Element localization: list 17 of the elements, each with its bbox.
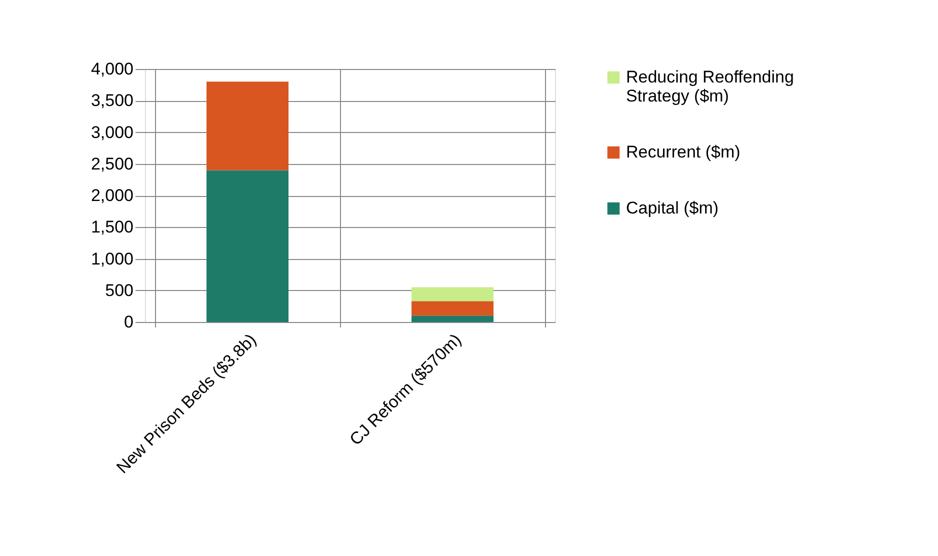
bar — [412, 287, 494, 302]
bar — [206, 82, 288, 170]
bar — [412, 316, 494, 322]
y-tick-label: 1,500 — [90, 218, 134, 237]
y-tick-label: 500 — [105, 280, 134, 300]
y-tick-label: 3,500 — [90, 91, 134, 110]
bar — [412, 301, 494, 316]
y-tick-label: 2,000 — [90, 186, 134, 205]
legend-label: Reducing Reoffending Strategy ($m) — [626, 68, 794, 106]
y-tick-label: 0 — [124, 312, 134, 332]
y-tick-label: 2,500 — [90, 154, 134, 174]
legend-label: Recurrent ($m) — [626, 142, 740, 162]
y-tick-label: 4,000 — [90, 60, 134, 78]
legend-label: Capital ($m) — [626, 198, 719, 218]
y-tick-label: 3,000 — [90, 122, 134, 142]
y-tick-label: 1,000 — [90, 249, 134, 268]
bar — [206, 170, 288, 322]
